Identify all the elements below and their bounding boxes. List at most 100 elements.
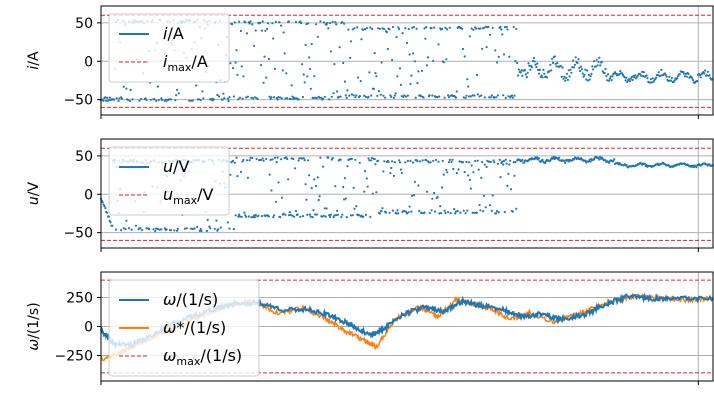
data-point (345, 216, 348, 219)
y-axis-label: u/V (26, 181, 42, 205)
data-point (556, 61, 559, 64)
data-point (297, 98, 300, 101)
data-point (152, 228, 155, 231)
data-point (312, 97, 315, 100)
data-point (117, 99, 120, 103)
data-point (396, 209, 399, 212)
data-point (391, 25, 395, 29)
data-point (437, 160, 440, 163)
data-point (401, 32, 404, 35)
data-point (431, 197, 434, 200)
data-point (603, 71, 606, 75)
data-point (478, 95, 481, 98)
data-point (450, 160, 453, 163)
data-point (542, 68, 545, 71)
data-point (271, 158, 274, 161)
data-point (493, 96, 496, 99)
data-point (350, 93, 353, 96)
data-point (400, 95, 403, 98)
data-point (571, 66, 574, 69)
data-point (504, 96, 507, 99)
data-point (356, 76, 360, 79)
data-point (411, 26, 414, 29)
data-point (163, 227, 166, 230)
data-point (502, 94, 505, 97)
data-point (392, 174, 395, 177)
data-point (254, 213, 257, 217)
data-point (287, 20, 291, 23)
data-point (231, 159, 235, 162)
data-point (326, 21, 329, 24)
data-point (293, 215, 296, 218)
data-point (657, 71, 660, 74)
data-point (362, 215, 365, 218)
data-point (369, 26, 372, 29)
data-point (252, 44, 256, 48)
data-point (466, 78, 469, 81)
data-point (649, 81, 652, 84)
data-point (625, 76, 628, 79)
data-point (302, 73, 305, 76)
data-point (303, 159, 306, 162)
data-point (551, 57, 554, 60)
data-point (388, 211, 391, 214)
data-point (469, 95, 472, 98)
data-point (536, 156, 539, 159)
data-point (199, 98, 202, 102)
data-point (238, 96, 242, 99)
data-point (191, 227, 194, 230)
data-point (259, 63, 263, 67)
data-point (278, 21, 281, 24)
data-point (269, 158, 272, 161)
data-point (253, 216, 256, 219)
data-point (468, 161, 471, 164)
data-point (448, 26, 451, 29)
data-point (413, 180, 416, 183)
y-tick-label: 250 (66, 291, 93, 307)
data-point (208, 225, 211, 228)
data-point (238, 213, 241, 216)
data-point (565, 76, 568, 80)
data-point (478, 203, 481, 207)
data-point (398, 161, 402, 164)
data-point (470, 164, 473, 167)
data-point (155, 99, 158, 102)
data-point (612, 159, 615, 163)
data-point (388, 28, 391, 31)
data-point (498, 158, 501, 161)
data-point (484, 206, 487, 209)
data-point (273, 67, 277, 70)
data-point (242, 75, 245, 78)
data-point (600, 60, 604, 63)
data-point (582, 75, 585, 78)
data-point (447, 96, 451, 99)
data-point (363, 170, 367, 173)
data-point (282, 212, 285, 215)
data-point (499, 176, 502, 179)
data-point (368, 159, 371, 162)
data-point (678, 73, 681, 76)
data-point (333, 214, 336, 217)
data-point (481, 47, 484, 50)
data-point (609, 75, 612, 78)
data-point (593, 60, 596, 63)
data-point (199, 227, 202, 231)
data-point (323, 207, 326, 210)
data-point (156, 227, 159, 230)
data-point (229, 173, 232, 176)
data-point (683, 72, 686, 75)
data-point (331, 20, 334, 23)
data-point (321, 215, 324, 218)
data-point (423, 211, 426, 214)
data-point (505, 25, 508, 29)
data-point (235, 156, 238, 159)
y-tick-label: −50 (63, 226, 93, 242)
data-point (287, 178, 290, 181)
data-point (551, 61, 555, 64)
data-point (174, 99, 177, 102)
data-point (449, 212, 452, 215)
data-point (260, 215, 263, 218)
data-point (492, 159, 495, 162)
data-point (549, 159, 552, 162)
data-point (376, 94, 379, 97)
